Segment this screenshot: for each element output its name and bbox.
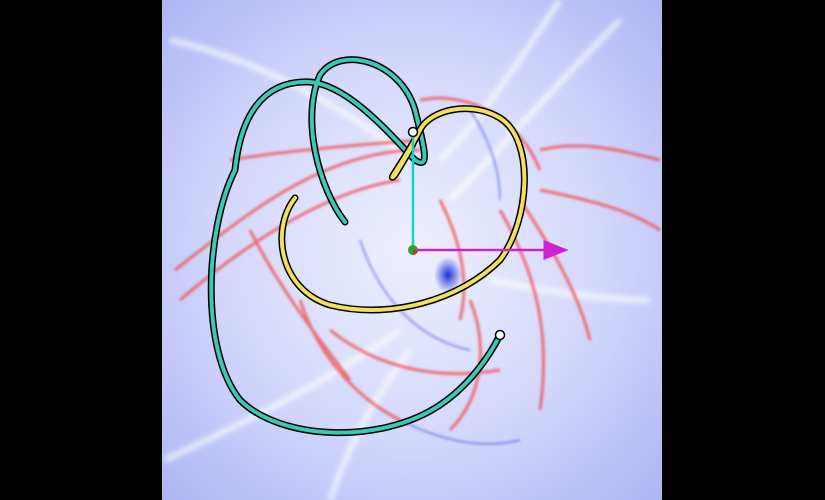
endpoint bbox=[407, 126, 419, 138]
origin bbox=[408, 245, 418, 255]
yellow-tube bbox=[278, 105, 528, 314]
endpoint bbox=[494, 329, 506, 341]
blue-streaks bbox=[359, 109, 521, 445]
core bbox=[434, 257, 462, 293]
cyan-tube bbox=[207, 56, 504, 436]
